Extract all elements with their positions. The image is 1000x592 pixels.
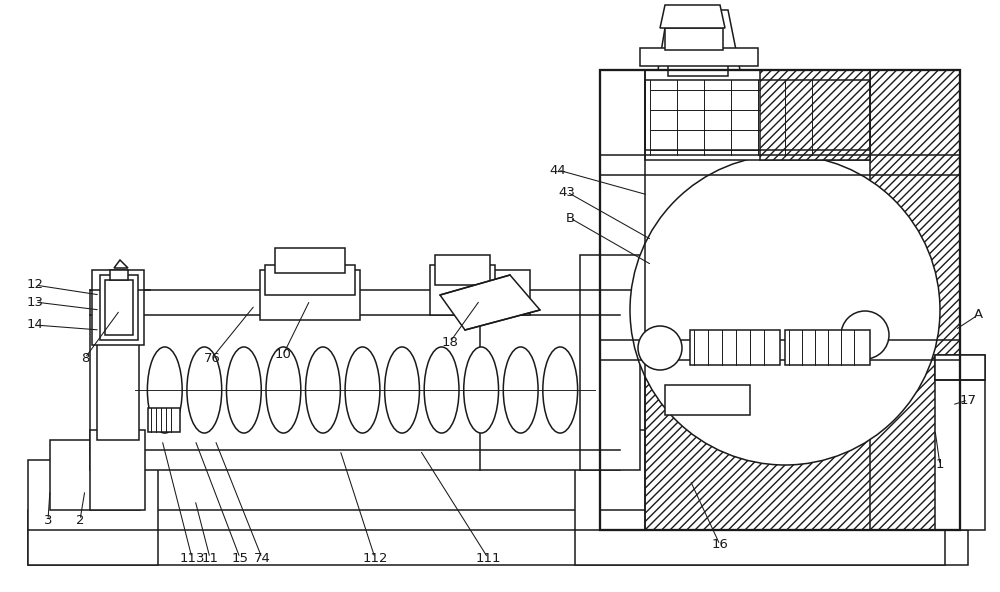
Text: 15: 15: [232, 552, 248, 565]
Text: B: B: [565, 211, 575, 224]
Bar: [935, 355, 985, 530]
Text: 14: 14: [27, 318, 43, 332]
Polygon shape: [645, 360, 960, 530]
Ellipse shape: [187, 347, 222, 433]
Polygon shape: [760, 70, 870, 160]
Ellipse shape: [424, 347, 459, 433]
Bar: [640, 48, 758, 66]
Text: 10: 10: [275, 349, 291, 362]
Ellipse shape: [503, 347, 538, 433]
Text: 13: 13: [26, 295, 44, 308]
Bar: [148, 408, 180, 432]
Bar: [668, 58, 728, 76]
Text: 112: 112: [362, 552, 388, 565]
Ellipse shape: [306, 347, 340, 433]
Bar: [430, 265, 495, 315]
Text: 18: 18: [442, 336, 458, 349]
Bar: [785, 330, 870, 365]
Bar: [28, 510, 968, 565]
Text: 43: 43: [559, 185, 575, 198]
Ellipse shape: [543, 347, 578, 433]
Polygon shape: [658, 10, 740, 70]
Bar: [665, 385, 750, 415]
Bar: [600, 70, 960, 530]
Bar: [90, 430, 145, 510]
Text: 16: 16: [712, 539, 728, 552]
Text: 12: 12: [26, 278, 44, 291]
Bar: [97, 340, 139, 440]
Circle shape: [638, 326, 682, 370]
Polygon shape: [114, 260, 128, 268]
Bar: [90, 290, 620, 470]
Bar: [100, 275, 138, 340]
Circle shape: [841, 311, 889, 359]
Polygon shape: [440, 275, 540, 330]
Text: 74: 74: [254, 552, 270, 565]
Text: 17: 17: [960, 394, 976, 407]
Bar: [580, 255, 640, 470]
Bar: [665, 28, 723, 50]
Ellipse shape: [147, 347, 182, 433]
Text: 2: 2: [76, 513, 84, 526]
Text: 1: 1: [936, 458, 944, 471]
Polygon shape: [110, 270, 128, 280]
Bar: [480, 270, 530, 315]
Text: A: A: [973, 308, 983, 321]
Bar: [105, 280, 133, 335]
Circle shape: [630, 155, 940, 465]
Ellipse shape: [385, 347, 419, 433]
Bar: [265, 265, 355, 295]
Text: 11: 11: [202, 552, 218, 565]
Text: 44: 44: [550, 163, 566, 176]
Polygon shape: [870, 70, 960, 530]
Text: 113: 113: [179, 552, 205, 565]
Bar: [575, 460, 945, 565]
Bar: [92, 270, 144, 345]
Text: 8: 8: [81, 352, 89, 365]
Bar: [600, 430, 920, 510]
Text: 111: 111: [475, 552, 501, 565]
Ellipse shape: [345, 347, 380, 433]
Ellipse shape: [226, 347, 261, 433]
Text: 3: 3: [44, 513, 52, 526]
Text: 76: 76: [204, 352, 220, 365]
Bar: [645, 70, 870, 160]
Bar: [275, 248, 345, 273]
Bar: [690, 330, 780, 365]
Ellipse shape: [266, 347, 301, 433]
Bar: [935, 355, 985, 380]
Polygon shape: [660, 5, 725, 28]
Bar: [435, 255, 490, 285]
Ellipse shape: [464, 347, 499, 433]
Bar: [28, 460, 158, 565]
Bar: [645, 80, 870, 150]
Bar: [260, 270, 360, 320]
Bar: [50, 440, 140, 510]
Bar: [600, 70, 960, 530]
